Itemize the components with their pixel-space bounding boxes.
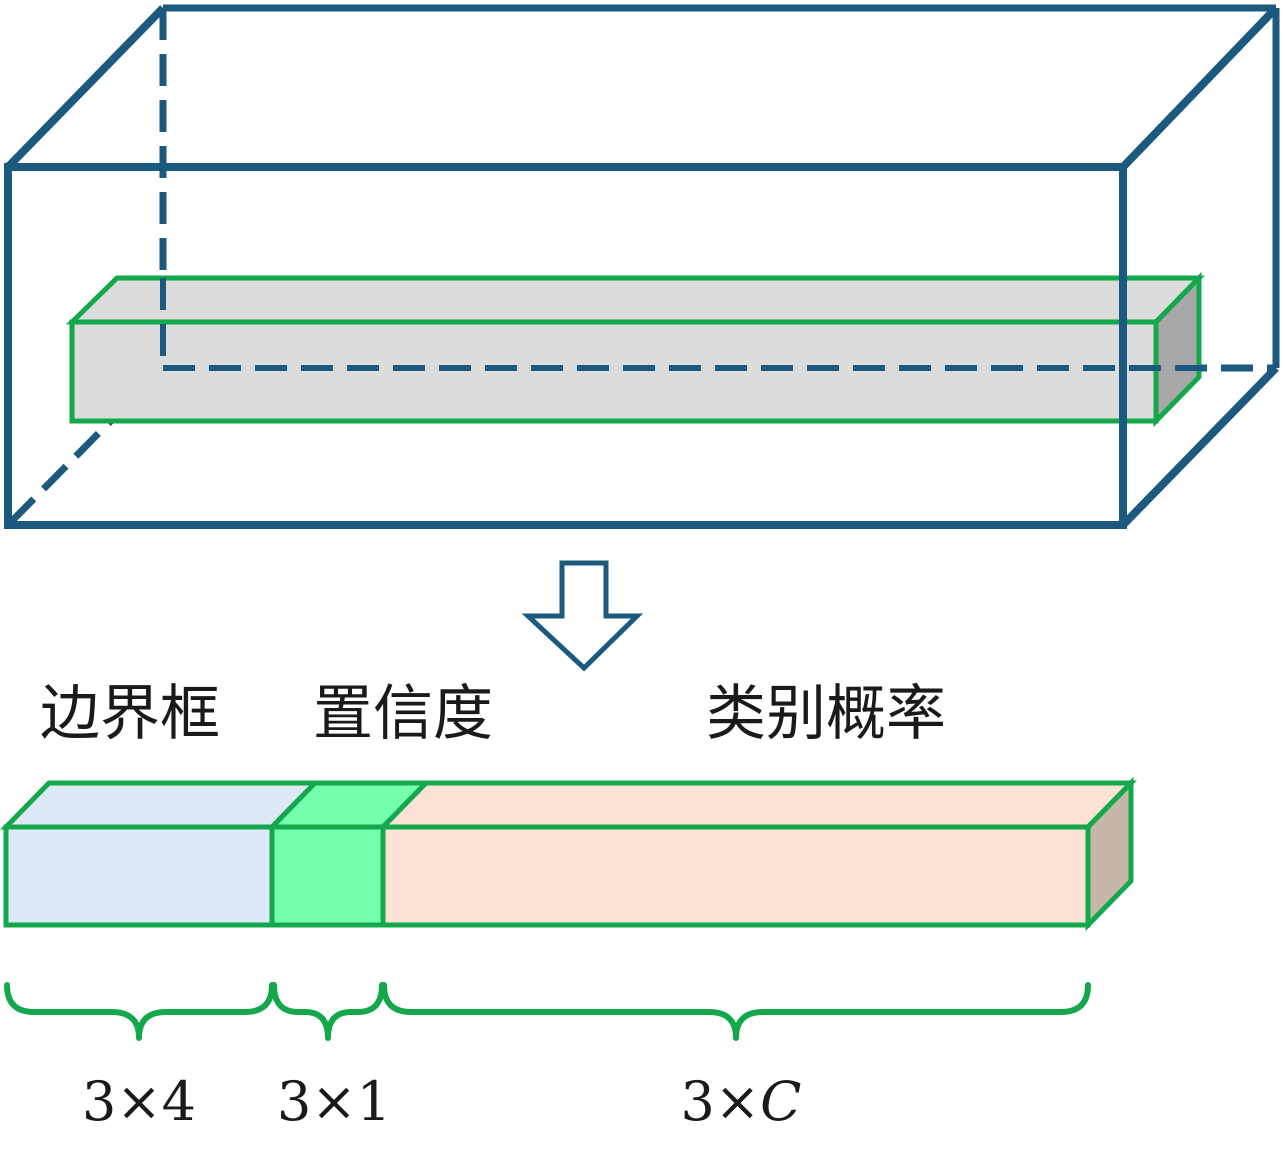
volume-hidden-depth-edge bbox=[5, 365, 166, 528]
dimension-braces bbox=[4, 982, 1091, 1041]
grid-cell-vector bbox=[65, 271, 1205, 428]
volume-top-left-depth-edge bbox=[5, 5, 166, 170]
brace-bounding-box bbox=[4, 982, 275, 1041]
label-class-probability: 类别概率 bbox=[706, 679, 946, 749]
dim-bounding-box: 3×4 bbox=[82, 1070, 196, 1133]
label-confidence: 置信度 bbox=[313, 679, 493, 749]
volume-front-face bbox=[4, 163, 1127, 529]
brace-class-probability bbox=[381, 982, 1091, 1041]
class-segment-top bbox=[377, 780, 1137, 830]
down-arrow-icon bbox=[521, 560, 644, 672]
dim-confidence: 3×1 bbox=[277, 1070, 391, 1133]
dim-class-multiplier: 3× bbox=[681, 1070, 761, 1133]
dim-class-probability: 3×C bbox=[681, 1070, 802, 1133]
volume-top-right-depth-edge bbox=[1120, 5, 1279, 170]
brace-confidence bbox=[271, 982, 385, 1041]
feature-map-volume bbox=[5, 4, 1280, 528]
label-bounding-box: 边界框 bbox=[40, 679, 220, 749]
conf-segment-front bbox=[269, 824, 386, 928]
class-segment-end bbox=[1085, 776, 1134, 932]
tube-end-face bbox=[1153, 271, 1202, 428]
tube-top-face bbox=[65, 275, 1205, 325]
volume-bottom-right-depth-edge bbox=[1120, 365, 1279, 528]
box-segment-top bbox=[0, 780, 321, 830]
dim-class-variable: C bbox=[760, 1070, 801, 1133]
output-vector bbox=[0, 776, 1137, 932]
feature-map-front bbox=[4, 5, 1279, 529]
tube-front-face bbox=[69, 319, 1159, 424]
box-segment-front bbox=[3, 824, 275, 928]
class-segment-front bbox=[380, 824, 1091, 928]
